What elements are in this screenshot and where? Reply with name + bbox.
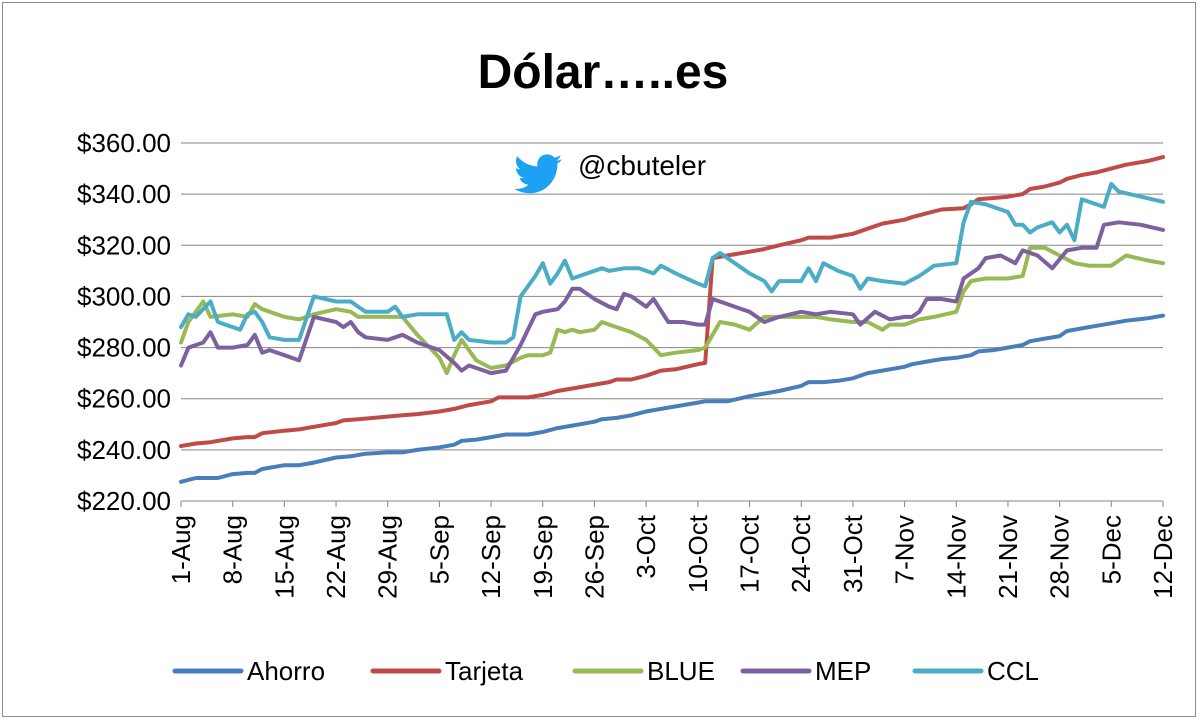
legend-label-ahorro: Ahorro [247,656,325,686]
x-tick-label: 10-Oct [683,514,713,593]
x-tick-label: 7-Nov [890,515,920,584]
x-tick-label: 26-Sep [579,515,609,599]
series-line-ahorro [179,313,1165,484]
x-tick-label: 29-Aug [373,515,403,599]
line-chart: Dólar…..es $220.00$240.00$260.00$280.00$… [77,46,1178,686]
series-line-blue [179,245,1165,376]
y-tick-label: $260.00 [77,384,171,414]
x-tick-label: 31-Oct [838,514,868,593]
y-axis-ticks: $220.00 $240.00 $260.00 $280.00 $300.00 $320.… [77,128,171,516]
x-tick-label: 1-Aug [166,515,196,584]
gridlines [181,142,1163,502]
x-tick-label: 22-Aug [321,515,351,599]
series-line-ccl [179,181,1165,345]
series-lines [179,155,1165,484]
legend-label-tarjeta: Tarjeta [445,656,524,686]
x-tick-label: 5-Dec [1096,515,1126,584]
x-tick-label: 17-Oct [735,514,765,593]
twitter-bird-icon [514,154,563,194]
x-tick-label: 8-Aug [218,515,248,584]
x-tick-label: 19-Sep [528,515,558,599]
y-tick-label: $340.00 [77,179,171,209]
legend-label-ccl: CCL [987,656,1039,686]
x-tick-label: 3-Oct [631,514,661,578]
twitter-handle: @cbuteler [578,150,706,181]
x-tick-label: 24-Oct [786,514,816,593]
y-tick-label: $360.00 [77,128,171,158]
x-tick-label: 21-Nov [993,515,1023,599]
y-tick-label: $300.00 [77,281,171,311]
x-tick-label: 12-Dec [1148,515,1178,599]
series-line-mep [179,220,1165,376]
x-tick-label: 14-Nov [941,515,971,599]
x-tick-label: 28-Nov [1045,515,1075,599]
x-tick-label: 12-Sep [476,515,506,599]
series-line-tarjeta [179,155,1165,448]
y-tick-label: $240.00 [77,435,171,465]
legend-label-blue: BLUE [647,656,715,686]
x-tick-label: 15-Aug [269,515,299,599]
y-tick-label: $320.00 [77,230,171,260]
x-tick-label: 5-Sep [424,515,454,584]
legend: Ahorro Tarjeta BLUE MEP CCL [172,656,1039,686]
chart-title: Dólar…..es [478,46,729,99]
y-tick-label: $220.00 [77,486,171,516]
y-tick-label: $280.00 [77,333,171,363]
twitter-handle-annotation: @cbuteler [514,150,706,194]
x-axis-ticks: 1-Aug 8-Aug 15-Aug 22-Aug 29-Aug 5-Sep 12-Sep 1… [166,501,1178,599]
legend-label-mep: MEP [815,656,871,686]
